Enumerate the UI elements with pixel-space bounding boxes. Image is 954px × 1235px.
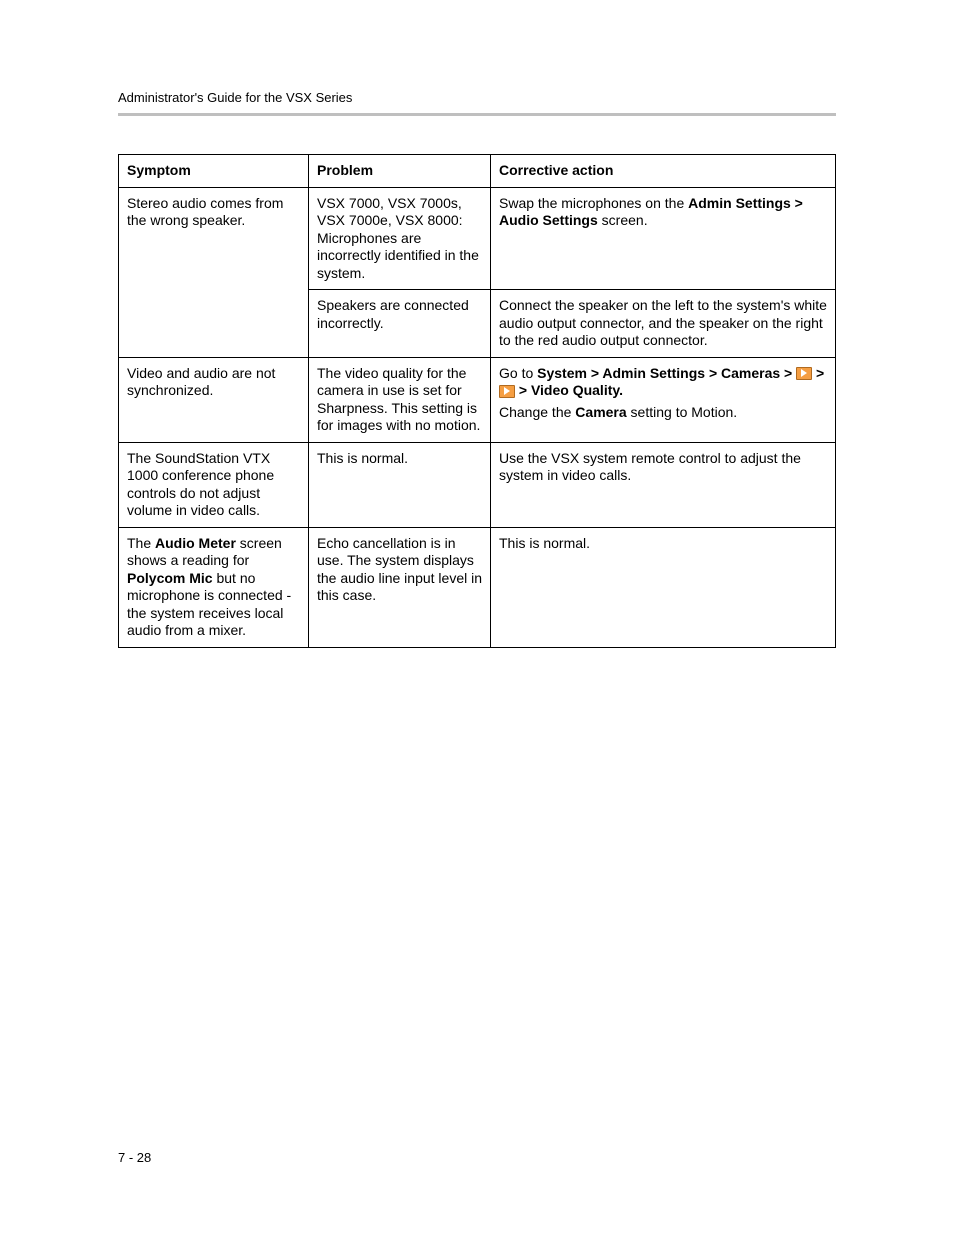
- cell-problem: Speakers are connected incorrectly.: [309, 290, 491, 358]
- action-text: Change the: [499, 404, 575, 420]
- action-text: Swap the microphones on the: [499, 195, 688, 211]
- table-row: The SoundStation VTX 1000 conference pho…: [119, 442, 836, 527]
- col-header-problem: Problem: [309, 155, 491, 188]
- table-row: Video and audio are not synchronized. Th…: [119, 357, 836, 442]
- page-number: 7 - 28: [118, 1150, 151, 1165]
- col-header-symptom: Symptom: [119, 155, 309, 188]
- cell-symptom: Stereo audio comes from the wrong speake…: [119, 187, 309, 357]
- cell-problem: VSX 7000, VSX 7000s, VSX 7000e, VSX 8000…: [309, 187, 491, 290]
- action-path: >: [812, 365, 824, 381]
- action-bold: Camera: [575, 404, 626, 420]
- page: Administrator's Guide for the VSX Series…: [0, 0, 954, 1235]
- cell-action: This is normal.: [491, 527, 836, 647]
- troubleshooting-table: Symptom Problem Corrective action Stereo…: [118, 154, 836, 648]
- col-header-action: Corrective action: [491, 155, 836, 188]
- action-text: Go to: [499, 365, 537, 381]
- table-row: Stereo audio comes from the wrong speake…: [119, 187, 836, 290]
- table-header-row: Symptom Problem Corrective action: [119, 155, 836, 188]
- cell-problem: This is normal.: [309, 442, 491, 527]
- cell-symptom: The Audio Meter screen shows a reading f…: [119, 527, 309, 647]
- cell-action: Go to System > Admin Settings > Cameras …: [491, 357, 836, 442]
- cell-problem: The video quality for the camera in use …: [309, 357, 491, 442]
- nav-arrow-icon: [796, 367, 812, 380]
- symptom-text: The: [127, 535, 155, 551]
- symptom-bold: Polycom Mic: [127, 570, 213, 586]
- action-path: System > Admin Settings > Cameras >: [537, 365, 796, 381]
- action-text: setting to Motion.: [627, 404, 738, 420]
- cell-action: Swap the microphones on the Admin Settin…: [491, 187, 836, 290]
- cell-action: Connect the speaker on the left to the s…: [491, 290, 836, 358]
- table-row: The Audio Meter screen shows a reading f…: [119, 527, 836, 647]
- cell-problem: Echo cancellation is in use. The system …: [309, 527, 491, 647]
- cell-symptom: The SoundStation VTX 1000 conference pho…: [119, 442, 309, 527]
- symptom-bold: Audio Meter: [155, 535, 236, 551]
- cell-symptom: Video and audio are not synchronized.: [119, 357, 309, 442]
- nav-arrow-icon: [499, 385, 515, 398]
- cell-action: Use the VSX system remote control to adj…: [491, 442, 836, 527]
- action-path: > Video Quality.: [515, 382, 623, 398]
- running-header: Administrator's Guide for the VSX Series: [118, 90, 836, 105]
- action-text: screen.: [598, 212, 648, 228]
- header-rule: [118, 113, 836, 116]
